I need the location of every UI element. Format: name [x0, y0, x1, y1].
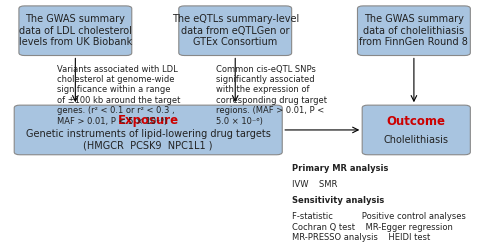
- FancyBboxPatch shape: [14, 105, 282, 155]
- Text: Variants associated with LDL
cholesterol at genome-wide
significance within a ra: Variants associated with LDL cholesterol…: [56, 64, 180, 125]
- Text: Common cis-eQTL SNPs
significantly associated
with the expression of
correspondi: Common cis-eQTL SNPs significantly assoc…: [216, 64, 328, 125]
- Text: IVW    SMR: IVW SMR: [292, 180, 337, 189]
- Text: Genetic instruments of lipid-lowering drug targets
(HMGCR  PCSK9  NPC1L1 ): Genetic instruments of lipid-lowering dr…: [26, 129, 270, 151]
- FancyBboxPatch shape: [358, 6, 470, 56]
- Text: The eQTLs summary-level
data from eQTLGen or
GTEx Consortium: The eQTLs summary-level data from eQTLGe…: [172, 14, 299, 47]
- FancyBboxPatch shape: [19, 6, 132, 56]
- Text: The GWAS summary
data of cholelithiasis
from FinnGen Round 8: The GWAS summary data of cholelithiasis …: [360, 14, 469, 47]
- Text: Exposure: Exposure: [118, 113, 179, 126]
- Text: Sensitivity analysis: Sensitivity analysis: [292, 196, 384, 205]
- Text: Cholelithiasis: Cholelithiasis: [384, 135, 449, 145]
- Text: Outcome: Outcome: [387, 115, 446, 127]
- Text: Primary MR analysis: Primary MR analysis: [292, 164, 388, 173]
- Text: The GWAS summary
data of LDL cholesterol
levels from UK Biobank: The GWAS summary data of LDL cholesterol…: [18, 14, 132, 47]
- FancyBboxPatch shape: [179, 6, 292, 56]
- Text: F-statistic           Positive control analyses
Cochran Q test    MR-Egger regre: F-statistic Positive control analyses Co…: [292, 213, 466, 242]
- FancyBboxPatch shape: [362, 105, 470, 155]
